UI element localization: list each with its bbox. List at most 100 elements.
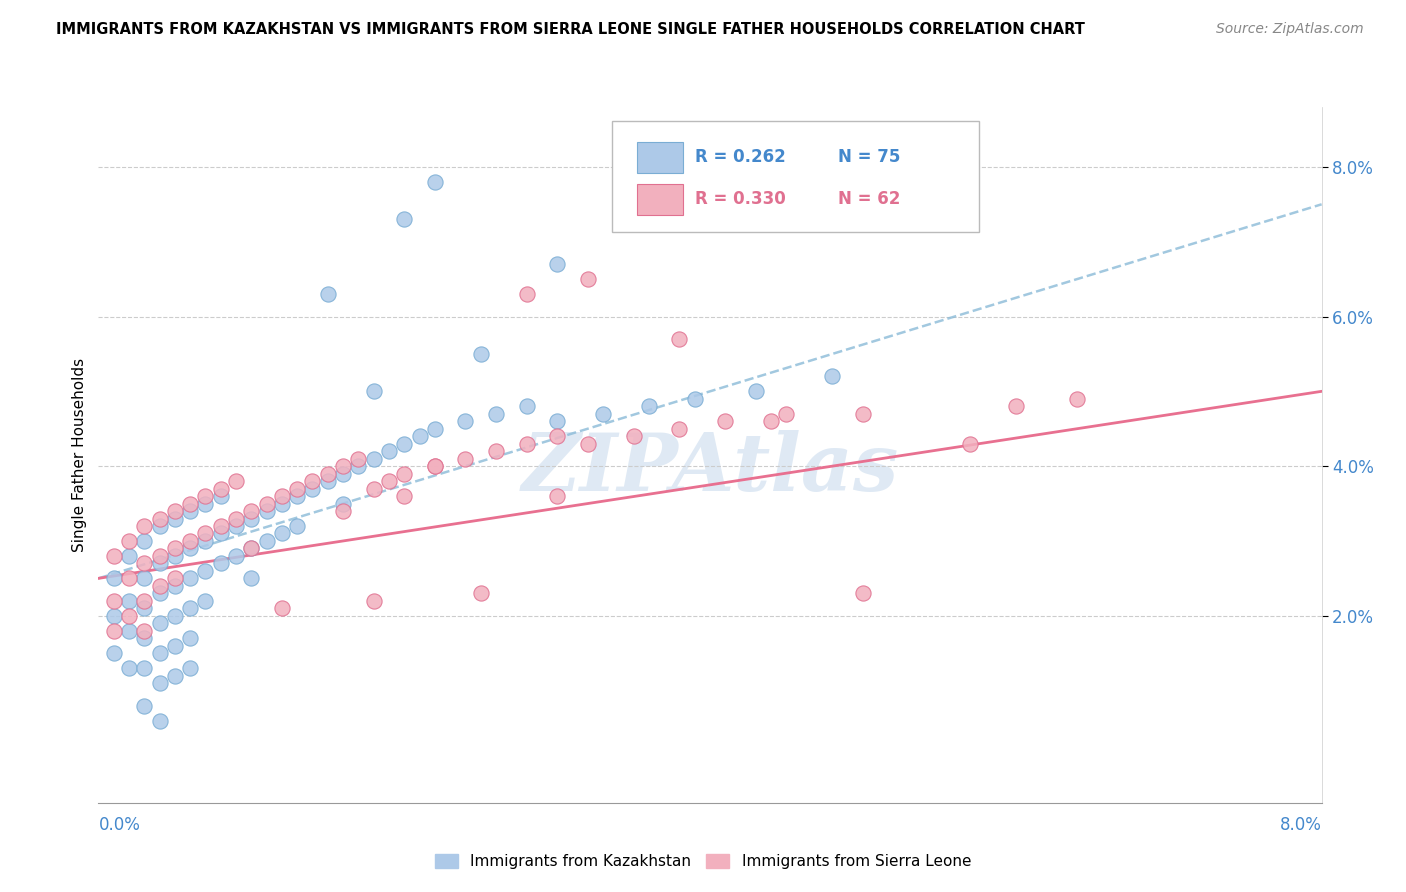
- Point: [470, 586, 492, 600]
- Point: [149, 646, 172, 660]
- Point: [485, 444, 508, 458]
- Text: R = 0.330: R = 0.330: [696, 190, 786, 208]
- Point: [821, 369, 844, 384]
- Text: 0.0%: 0.0%: [98, 816, 141, 834]
- Point: [775, 407, 797, 421]
- Point: [423, 175, 446, 189]
- Point: [668, 332, 690, 346]
- Point: [194, 497, 217, 511]
- Point: [163, 579, 186, 593]
- Point: [118, 624, 141, 638]
- Point: [759, 414, 782, 428]
- Point: [576, 436, 599, 450]
- FancyBboxPatch shape: [612, 121, 979, 232]
- Point: [516, 399, 538, 413]
- Point: [149, 557, 172, 571]
- Point: [316, 474, 339, 488]
- Point: [163, 541, 186, 556]
- Point: [378, 474, 401, 488]
- Point: [179, 661, 201, 675]
- Point: [332, 504, 354, 518]
- Point: [194, 489, 217, 503]
- Text: 8.0%: 8.0%: [1279, 816, 1322, 834]
- Point: [179, 571, 201, 585]
- Point: [134, 519, 156, 533]
- Point: [301, 474, 323, 488]
- Point: [408, 429, 430, 443]
- Point: [209, 519, 232, 533]
- Point: [576, 272, 599, 286]
- Point: [103, 594, 125, 608]
- Point: [103, 624, 125, 638]
- Point: [592, 407, 614, 421]
- Point: [209, 489, 232, 503]
- Point: [316, 287, 339, 301]
- Point: [149, 549, 172, 563]
- Point: [179, 497, 201, 511]
- Point: [745, 384, 768, 399]
- Point: [149, 676, 172, 690]
- FancyBboxPatch shape: [637, 142, 683, 173]
- Point: [316, 467, 339, 481]
- Point: [240, 511, 263, 525]
- Point: [103, 549, 125, 563]
- Point: [285, 519, 308, 533]
- Text: Source: ZipAtlas.com: Source: ZipAtlas.com: [1216, 22, 1364, 37]
- Point: [103, 571, 125, 585]
- FancyBboxPatch shape: [637, 184, 683, 215]
- Point: [163, 504, 186, 518]
- Point: [516, 287, 538, 301]
- Point: [225, 474, 247, 488]
- Point: [423, 459, 446, 474]
- Y-axis label: Single Father Households: Single Father Households: [72, 358, 87, 552]
- Point: [546, 429, 568, 443]
- Point: [714, 414, 737, 428]
- Point: [134, 624, 156, 638]
- Point: [134, 533, 156, 548]
- Point: [163, 668, 186, 682]
- Point: [546, 414, 568, 428]
- Text: N = 62: N = 62: [838, 190, 901, 208]
- Point: [118, 608, 141, 623]
- Point: [103, 646, 125, 660]
- Point: [285, 482, 308, 496]
- Point: [149, 714, 172, 728]
- Point: [149, 586, 172, 600]
- Point: [1066, 392, 1088, 406]
- Point: [423, 459, 446, 474]
- Point: [852, 407, 875, 421]
- Point: [363, 384, 385, 399]
- Point: [149, 511, 172, 525]
- Point: [134, 698, 156, 713]
- Point: [485, 407, 508, 421]
- Point: [134, 571, 156, 585]
- Point: [103, 608, 125, 623]
- Point: [392, 467, 416, 481]
- Point: [118, 533, 141, 548]
- Point: [209, 482, 232, 496]
- Text: R = 0.262: R = 0.262: [696, 148, 786, 166]
- Point: [134, 661, 156, 675]
- Point: [163, 549, 186, 563]
- Point: [332, 459, 354, 474]
- Point: [270, 601, 294, 615]
- Point: [149, 616, 172, 631]
- Point: [256, 497, 278, 511]
- Point: [225, 519, 247, 533]
- Point: [546, 489, 568, 503]
- Text: ZIPAtlas: ZIPAtlas: [522, 430, 898, 508]
- Point: [163, 639, 186, 653]
- Point: [149, 519, 172, 533]
- Point: [118, 549, 141, 563]
- Point: [270, 526, 294, 541]
- Point: [149, 579, 172, 593]
- Point: [332, 467, 354, 481]
- Point: [179, 533, 201, 548]
- Point: [194, 594, 217, 608]
- Point: [194, 526, 217, 541]
- Point: [332, 497, 354, 511]
- Point: [270, 497, 294, 511]
- Point: [683, 392, 706, 406]
- Point: [134, 601, 156, 615]
- Point: [134, 557, 156, 571]
